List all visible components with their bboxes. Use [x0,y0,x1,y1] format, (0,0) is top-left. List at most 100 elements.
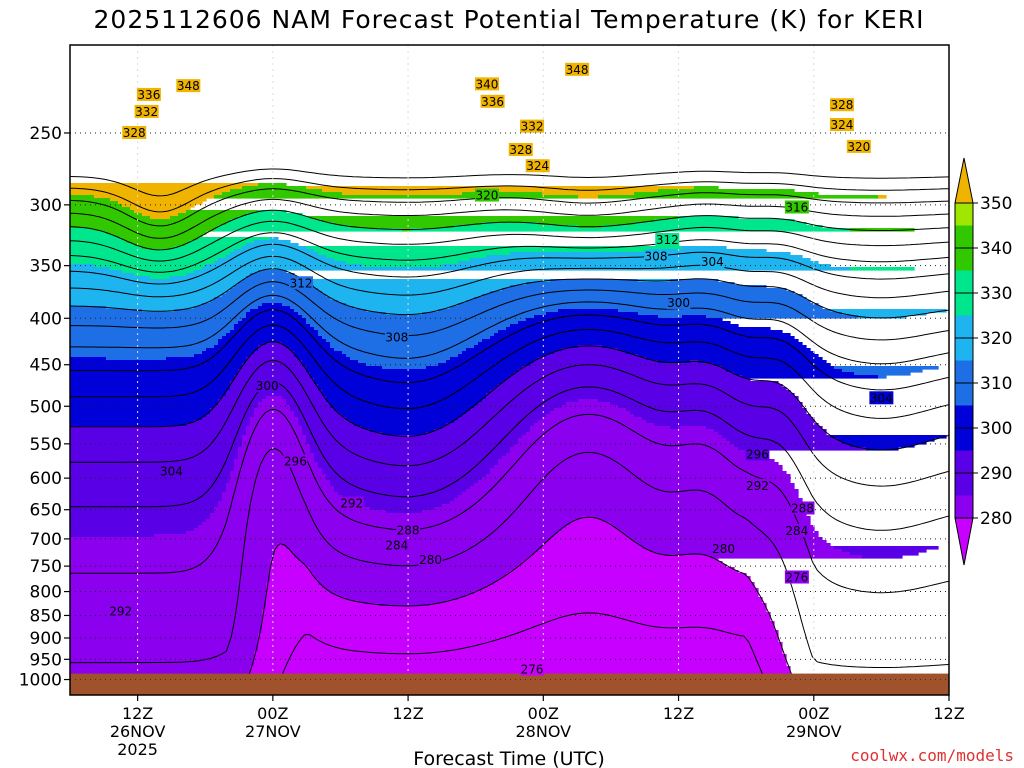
contour-label: 292 [746,479,769,493]
contour-label-bg [869,391,894,405]
contour-label: 280 [419,553,442,567]
contour-label-bg [283,454,308,468]
contour-line-344 [70,198,949,239]
contour-label: 304 [160,465,183,479]
contour-label: 328 [123,126,146,140]
y-tick-label: 400 [30,309,62,329]
y-tick-label: 450 [30,356,62,376]
colorbar-swatch [955,473,973,496]
contour-label: 328 [509,143,532,157]
colorbar-swatch [955,270,973,293]
contour-label-bg [525,159,550,173]
x-tick-label: 27NOV [245,722,301,741]
filled-contours [70,183,947,682]
x-tick-label: 00Z [257,704,288,723]
colorbar-swatch [955,383,973,406]
colorbar-swatch [955,495,973,518]
contour-line-320 [70,268,949,319]
contour-label-bg [520,119,545,133]
credit-text: coolwx.com/models [850,746,1014,765]
colorbar-label: 320 [980,329,1012,349]
colorbar-swatch [955,405,973,428]
contour-label: 324 [526,159,549,173]
y-axis: 250 300 350 400 450 500 550 600 650 700 750 800 850 9… [19,124,70,691]
contour-label: 288 [397,523,420,537]
x-tick-label: 12Z [933,704,964,723]
contour-label: 292 [109,605,132,619]
colorbar-max-arrow [954,157,974,204]
contour-label: 296 [284,454,307,468]
x-tick-label: 12Z [122,704,153,723]
contour-label: 292 [340,497,363,511]
colorbar-swatch [955,203,973,226]
colorbar-swatch [955,360,973,383]
terrain [70,673,949,695]
contour-label-bg [784,523,809,537]
contour-label-bg [655,233,680,247]
y-tick-label: 300 [30,196,62,216]
contour-label-bg [700,255,725,269]
x-tick-label: 00Z [798,704,829,723]
contour-label: 300 [256,379,279,393]
contour-label-bg [474,77,499,91]
colorbar-label: 350 [980,194,1012,214]
contour-label-bg [108,604,133,618]
contour-line-352 [70,178,949,213]
y-tick-label: 1000 [19,671,62,691]
contour-label: 320 [476,189,499,203]
grid-lines [70,45,949,695]
contour-label: 284 [385,539,408,553]
y-tick-label: 950 [30,650,62,670]
contour-label: 308 [385,331,408,345]
contour-label: 336 [481,95,504,109]
contour-label-bg [829,98,854,112]
contour-label-bg [289,276,314,290]
colorbar-label: 340 [980,239,1012,259]
contour-line-340 [70,209,949,251]
contour-line-348 [70,188,949,227]
colorbar-swatch [955,293,973,316]
colorbar-label: 280 [980,509,1012,529]
colorbar-swatch [955,428,973,451]
x-tick-label: 00Z [528,704,559,723]
contour-label-bg [784,200,809,214]
contour-label-bg [644,249,668,263]
contour-line-300 [70,341,949,451]
contour-label-bg [480,94,505,108]
contour-line-280 [248,516,793,677]
contour-label: 300 [667,296,690,310]
contour-label-bg [176,79,201,93]
terrain-fill [70,673,949,695]
contour-label-bg [829,118,854,132]
contour-label-bg [508,142,533,156]
contour-label: 312 [656,233,679,247]
colorbar-swatch [955,225,973,248]
contour-label-bg [784,570,809,584]
contour-label: 332 [521,120,544,134]
contour-line-316 [70,281,949,341]
contour-label-bg [384,538,409,552]
contour-label: 288 [791,501,814,515]
contour-label-bg [520,662,545,676]
contour-label-bg [122,125,147,139]
y-tick-label: 250 [30,124,62,144]
contour-label: 284 [785,524,808,538]
contour-label: 348 [566,63,589,77]
contour-label-bg [255,379,280,393]
colorbar-swatch [955,450,973,473]
plot-area [70,45,949,695]
contour-line-332 [70,232,949,273]
contour-label-bg [790,501,815,515]
contour-label-bg [136,87,161,101]
colorbar-box [954,472,974,519]
y-tick-label: 500 [30,397,62,417]
colorbar-label: 290 [980,464,1012,484]
contour-label-bg [711,541,736,555]
contour-label: 340 [476,77,499,91]
y-tick-label: 900 [30,629,62,649]
y-tick-label: 750 [30,557,62,577]
contour-label-bg [474,188,499,202]
x-tick-label: 12Z [663,704,694,723]
